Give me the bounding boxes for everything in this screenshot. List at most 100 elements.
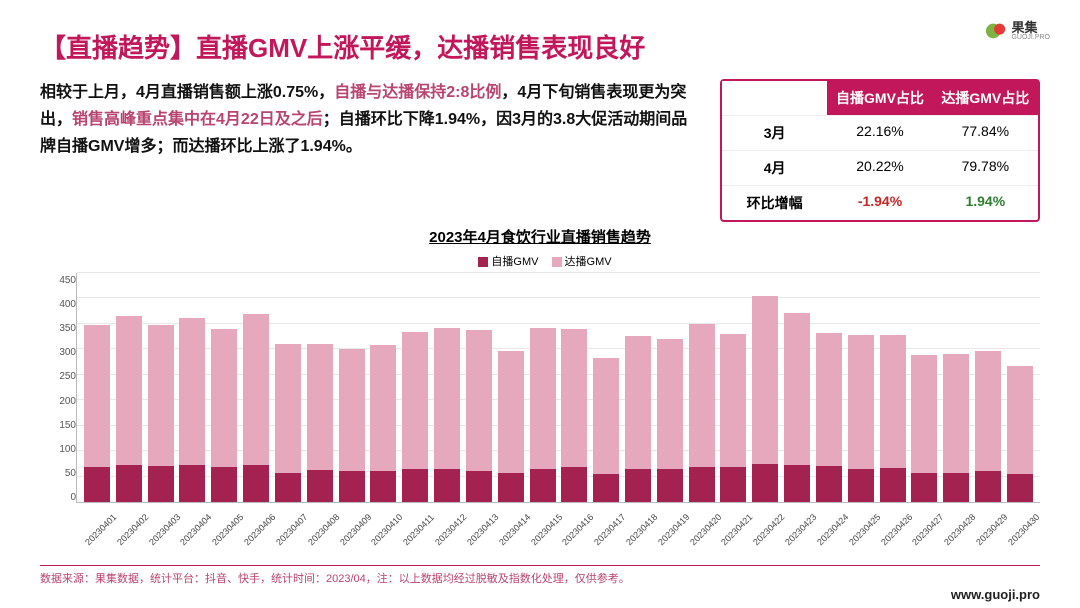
x-tick-label: 20230404 xyxy=(179,522,204,547)
bar-column xyxy=(1007,273,1033,502)
bar-column xyxy=(498,273,524,502)
table-row-delta: 环比增幅 -1.94% 1.94% xyxy=(722,185,1038,220)
slide: 果集 GUOJI.PRO 【直播趋势】直播GMV上涨平缓，达播销售表现良好 相较… xyxy=(0,0,1080,608)
bar-column xyxy=(880,273,906,502)
bar-column xyxy=(370,273,396,502)
footer-url: www.guoji.pro xyxy=(951,587,1040,602)
bar-segment-self xyxy=(498,473,524,503)
bar-segment-self xyxy=(657,469,683,502)
bar-segment-dabo xyxy=(148,325,174,466)
bar-column xyxy=(466,273,492,502)
bar-segment-dabo xyxy=(880,335,906,468)
x-tick-label: 20230421 xyxy=(720,522,745,547)
page-title: 【直播趋势】直播GMV上涨平缓，达播销售表现良好 xyxy=(40,28,1040,65)
bar-segment-self xyxy=(848,469,874,502)
x-tick-label: 20230413 xyxy=(465,522,490,547)
bar-segment-dabo xyxy=(816,333,842,467)
bar-segment-dabo xyxy=(402,332,428,469)
bar-segment-self xyxy=(561,467,587,502)
bar-segment-dabo xyxy=(434,328,460,469)
plot-area: 2023040120230402202304032023040420230405… xyxy=(76,273,1040,503)
bar-column xyxy=(434,273,460,502)
y-tick-label: 100 xyxy=(50,444,76,455)
bar-segment-dabo xyxy=(689,324,715,468)
bar-column xyxy=(339,273,365,502)
bar-segment-dabo xyxy=(1007,366,1033,474)
bar-segment-dabo xyxy=(179,318,205,466)
x-tick-label: 20230415 xyxy=(529,522,554,547)
x-tick-label: 20230410 xyxy=(369,522,394,547)
bar-column xyxy=(148,273,174,502)
bar-column xyxy=(689,273,715,502)
table-row: 4月 20.22% 79.78% xyxy=(722,150,1038,185)
bar-column xyxy=(116,273,142,502)
bar-segment-dabo xyxy=(752,296,778,464)
bar-segment-self xyxy=(307,470,333,502)
bar-segment-self xyxy=(625,469,651,502)
y-tick-label: 250 xyxy=(50,371,76,382)
bar-segment-self xyxy=(1007,474,1033,502)
bar-segment-dabo xyxy=(116,316,142,465)
description-text: 相较于上月，4月直播销售额上涨0.75%，自播与达播保持2:8比例，4月下旬销售… xyxy=(40,79,690,161)
x-tick-label: 20230430 xyxy=(1006,522,1031,547)
bar-column xyxy=(243,273,269,502)
x-tick-label: 20230409 xyxy=(338,522,363,547)
x-tick-label: 20230424 xyxy=(815,522,840,547)
x-tick-label: 20230426 xyxy=(879,522,904,547)
y-tick-label: 350 xyxy=(50,323,76,334)
bar-segment-dabo xyxy=(339,349,365,471)
x-tick-label: 20230414 xyxy=(497,522,522,547)
x-tick-label: 20230417 xyxy=(592,522,617,547)
gmv-ratio-table: 自播GMV占比 达播GMV占比 3月 22.16% 77.84% 4月 20.2… xyxy=(720,79,1040,222)
chart-title: 2023年4月食饮行业直播销售趋势 xyxy=(40,226,1040,247)
table-header-self: 自播GMV占比 xyxy=(827,81,932,115)
x-tick-label: 20230418 xyxy=(624,522,649,547)
x-tick-label: 20230428 xyxy=(942,522,967,547)
bar-segment-self xyxy=(880,468,906,502)
bar-segment-self xyxy=(434,469,460,502)
bar-segment-dabo xyxy=(84,325,110,467)
bar-column xyxy=(657,273,683,502)
y-tick-label: 50 xyxy=(50,468,76,479)
bar-segment-dabo xyxy=(625,336,651,469)
bar-segment-dabo xyxy=(561,329,587,467)
x-axis-labels: 2023040120230402202304032023040420230405… xyxy=(77,502,1040,512)
x-tick-label: 20230427 xyxy=(911,522,936,547)
y-tick-label: 200 xyxy=(50,396,76,407)
bar-column xyxy=(784,273,810,502)
bar-segment-self xyxy=(466,471,492,502)
bar-column xyxy=(179,273,205,502)
bar-segment-dabo xyxy=(466,330,492,471)
bar-column xyxy=(816,273,842,502)
footer-note: 数据来源：果集数据，统计平台：抖音、快手，统计时间：2023/04，注：以上数据… xyxy=(40,559,1040,586)
bar-column xyxy=(720,273,746,502)
x-tick-label: 20230403 xyxy=(147,522,172,547)
x-tick-label: 20230408 xyxy=(306,522,331,547)
bar-segment-self xyxy=(784,465,810,502)
x-tick-label: 20230419 xyxy=(656,522,681,547)
bar-segment-self xyxy=(179,465,205,502)
bar-segment-self xyxy=(116,465,142,502)
bar-segment-dabo xyxy=(275,344,301,472)
bar-column xyxy=(593,273,619,502)
table-header-blank xyxy=(722,81,827,115)
bar-column xyxy=(752,273,778,502)
bar-segment-self xyxy=(720,467,746,502)
y-tick-label: 450 xyxy=(50,275,76,286)
bar-segment-self xyxy=(911,473,937,503)
bar-column xyxy=(943,273,969,502)
bar-column xyxy=(402,273,428,502)
bar-segment-dabo xyxy=(307,344,333,470)
bar-segment-dabo xyxy=(720,334,746,468)
table-row: 3月 22.16% 77.84% xyxy=(722,115,1038,150)
x-tick-label: 20230425 xyxy=(847,522,872,547)
y-tick-label: 0 xyxy=(50,492,76,503)
x-tick-label: 20230416 xyxy=(560,522,585,547)
bar-segment-dabo xyxy=(657,339,683,469)
bar-segment-self xyxy=(148,466,174,502)
bar-column xyxy=(211,273,237,502)
bar-segment-dabo xyxy=(975,351,1001,471)
bar-segment-self xyxy=(84,467,110,502)
bar-column xyxy=(307,273,333,502)
bar-segment-self xyxy=(816,466,842,502)
